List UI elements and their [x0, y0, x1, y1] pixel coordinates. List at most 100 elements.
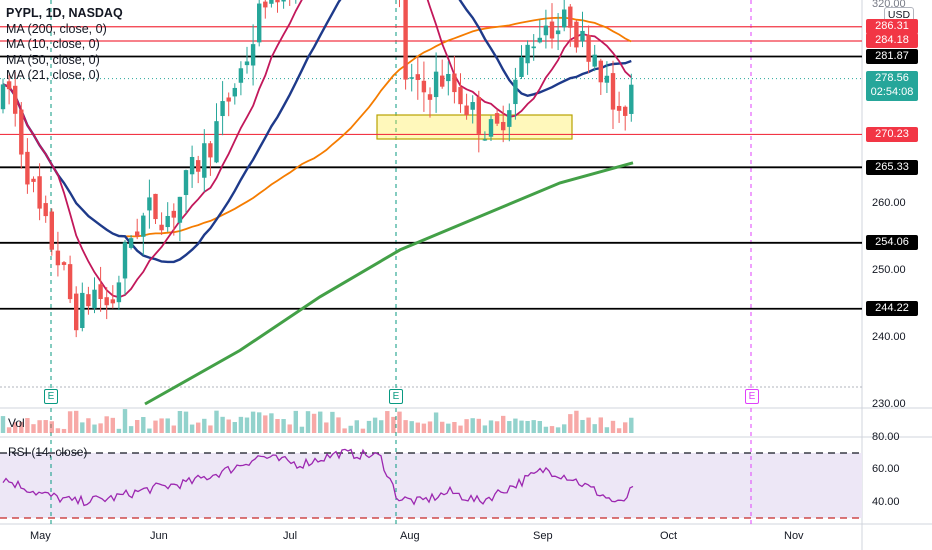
- candle-body: [147, 197, 152, 211]
- level-price-tag[interactable]: 281.87: [866, 48, 918, 64]
- earnings-marker[interactable]: E: [745, 389, 759, 404]
- candle-body: [616, 105, 622, 111]
- volume-bar: [470, 418, 475, 433]
- candle-body: [446, 73, 451, 82]
- volume-bar: [226, 419, 231, 433]
- volume-bar: [385, 411, 390, 433]
- candle-body: [476, 96, 481, 134]
- indicator-ma10[interactable]: MA (10, close, 0): [6, 37, 100, 51]
- currency-badge[interactable]: USD: [884, 7, 914, 23]
- candle-body: [427, 94, 433, 100]
- price-tick-label: 250.00: [872, 264, 906, 276]
- last-price-value: 278.56: [875, 71, 909, 84]
- volume-bar: [525, 420, 530, 433]
- volume-bar: [574, 410, 579, 433]
- volume-bar: [629, 417, 634, 433]
- volume-bar: [342, 428, 347, 433]
- volume-bar: [488, 420, 494, 433]
- volume-bar: [623, 422, 628, 433]
- volume-bar: [116, 428, 122, 433]
- candle-body: [183, 170, 189, 196]
- candle-body: [141, 215, 146, 237]
- volume-bar: [257, 412, 262, 433]
- candle-body: [263, 1, 268, 8]
- candle-body: [104, 297, 109, 306]
- candle-body: [574, 21, 579, 48]
- ma10-line: [2, 0, 632, 299]
- volume-bar: [165, 418, 170, 433]
- candle-body: [531, 46, 536, 49]
- volume-bar: [153, 420, 158, 433]
- volume-bar: [592, 424, 597, 433]
- candle-body: [13, 85, 18, 114]
- candle-body: [452, 73, 457, 93]
- indicator-ma21[interactable]: MA (21, close, 0): [6, 68, 100, 82]
- volume-bar: [80, 422, 85, 433]
- candle-body: [592, 54, 597, 67]
- volume-bar: [177, 410, 183, 433]
- earnings-marker[interactable]: E: [389, 389, 403, 404]
- candle-body: [189, 156, 195, 175]
- candle-body: [501, 121, 506, 131]
- volume-bar: [403, 420, 408, 433]
- indicator-ma50[interactable]: MA (50, close, 0): [6, 52, 100, 67]
- volume-bar: [135, 420, 140, 433]
- candle-body: [519, 57, 524, 78]
- volume-bar: [6, 427, 12, 433]
- candle-body: [74, 293, 79, 331]
- candle-body: [25, 151, 30, 185]
- month-label: Nov: [784, 530, 804, 542]
- candle-body: [116, 282, 122, 303]
- rsi-band: [0, 453, 862, 518]
- candle-body: [49, 211, 54, 250]
- volume-bar: [531, 420, 536, 433]
- volume-bar: [208, 425, 213, 433]
- rsi-label[interactable]: RSI (14, close): [8, 445, 88, 459]
- candle-body: [244, 61, 250, 66]
- candle-body: [598, 60, 603, 83]
- volume-bar: [196, 422, 201, 433]
- candle-body: [623, 106, 628, 116]
- volume-bar: [421, 423, 427, 433]
- level-price-tag[interactable]: 265.33: [866, 159, 918, 175]
- level-price-tag[interactable]: 254.06: [866, 235, 918, 251]
- candle-body: [92, 289, 97, 309]
- symbol-title[interactable]: PYPL, 1D, NASDAQ: [6, 6, 123, 20]
- candle-body: [257, 3, 262, 43]
- volume-bar: [37, 420, 42, 433]
- candle-body: [196, 160, 201, 172]
- level-price-tag[interactable]: 244.22: [866, 301, 918, 317]
- candle-body: [0, 84, 6, 110]
- candle-body: [464, 105, 469, 116]
- volume-label[interactable]: Vol: [8, 416, 25, 430]
- candle-body: [433, 71, 439, 98]
- price-tick-label: 260.00: [872, 197, 906, 209]
- candle-body: [580, 30, 585, 42]
- candle-body: [19, 109, 24, 155]
- level-price-tag[interactable]: 270.23: [866, 126, 918, 142]
- candle-body: [202, 143, 207, 178]
- highlight-zone: [376, 114, 573, 140]
- candle-body: [6, 81, 12, 90]
- candle-body: [409, 77, 414, 79]
- candle-body: [482, 139, 488, 141]
- volume-bar: [220, 416, 225, 433]
- candle-body: [98, 284, 103, 300]
- volume-bar: [482, 425, 488, 433]
- horizontal-levels: [0, 26, 862, 310]
- candle-body: [110, 299, 115, 304]
- volume-bar: [440, 421, 445, 433]
- candle-body: [153, 193, 158, 220]
- volume-bar: [0, 416, 6, 433]
- last-price-tag[interactable]: 278.56 02:54:08: [866, 70, 918, 101]
- earnings-marker[interactable]: E: [44, 389, 58, 404]
- candle-body: [488, 119, 494, 137]
- level-price-tag[interactable]: 286.31: [866, 19, 918, 35]
- level-price-tag[interactable]: 284.18: [866, 33, 918, 49]
- indicator-ma200[interactable]: MA (200, close, 0): [6, 21, 107, 36]
- volume-bar: [604, 427, 610, 433]
- volume-bar: [141, 417, 146, 433]
- volume-bar: [287, 424, 292, 433]
- candle-body: [238, 68, 244, 83]
